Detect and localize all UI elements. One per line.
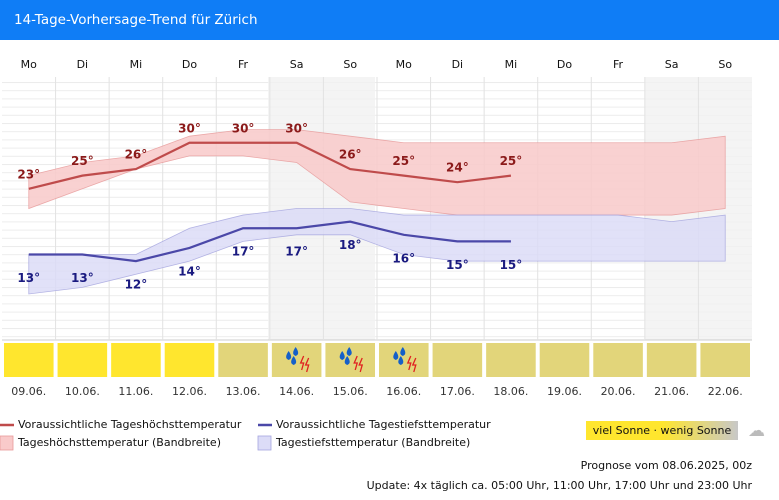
data-label: 14°: [178, 264, 201, 278]
date-label: 10.06.: [65, 385, 100, 398]
raindrop: [339, 351, 345, 360]
data-label: 25°: [392, 154, 415, 168]
raindrop: [393, 351, 399, 360]
date-label: 17.06.: [440, 385, 475, 398]
x-tick-label: So: [343, 58, 357, 71]
chart-title: 14-Tage-Vorhersage-Trend für Zürich: [14, 12, 258, 28]
weather-box: [111, 343, 161, 377]
date-label: 19.06.: [547, 385, 582, 398]
data-label: 18°: [339, 238, 362, 252]
weather-box: [218, 343, 268, 377]
weather-box: [271, 343, 322, 377]
date-label: 09.06.: [11, 385, 46, 398]
lightning: [406, 355, 417, 373]
weather-box: [486, 343, 536, 377]
sun-legend-text: viel Sonne · wenig Sonne: [593, 424, 732, 437]
x-tick-label: Mo: [396, 58, 412, 71]
update-note: Update: 4x täglich ca. 05:00 Uhr, 11:00 …: [367, 479, 753, 492]
data-label: 17°: [285, 245, 308, 259]
lightning: [299, 355, 310, 373]
weather-box: [325, 343, 375, 377]
date-label: 16.06.: [386, 385, 421, 398]
weather-box: [164, 343, 215, 377]
date-label: 15.06.: [333, 385, 368, 398]
data-label: 30°: [232, 121, 255, 135]
x-tick-label: Sa: [290, 58, 304, 71]
data-label: 13°: [71, 271, 94, 285]
data-label: 26°: [339, 148, 362, 162]
raindrop: [400, 347, 406, 356]
data-label: 15°: [500, 258, 523, 272]
data-label: 24°: [446, 161, 469, 175]
rain-icon: [393, 347, 417, 373]
date-label: 12.06.: [172, 385, 207, 398]
x-tick-label: Fr: [613, 58, 624, 71]
raindrop: [398, 356, 404, 365]
raindrop: [344, 356, 350, 365]
weather-box: [593, 343, 643, 377]
legend-label: Voraussichtliche Tagestiefsttemperatur: [276, 418, 491, 431]
raindrop: [293, 347, 299, 356]
data-label: 15°: [446, 258, 469, 272]
series-line: [28, 220, 511, 263]
date-label: 14.06.: [279, 385, 314, 398]
date-label: 13.06.: [226, 385, 261, 398]
date-label: 22.06.: [708, 385, 743, 398]
weather-box: [539, 343, 590, 377]
band-area: [28, 208, 726, 295]
data-label: 30°: [285, 121, 308, 135]
x-tick-label: Di: [77, 58, 89, 71]
data-label: 25°: [71, 154, 94, 168]
rain-icon: [286, 347, 310, 373]
data-label: 25°: [500, 154, 523, 168]
weather-box: [646, 343, 697, 377]
x-tick-label: Do: [182, 58, 197, 71]
weather-box: [432, 343, 483, 377]
x-tick-label: Do: [557, 58, 572, 71]
data-label: 23°: [17, 167, 40, 181]
series-line: [28, 141, 512, 190]
x-tick-label: Mi: [130, 58, 143, 71]
data-label: 12°: [125, 278, 148, 292]
sun-legend-bar: [586, 421, 738, 440]
x-tick-label: Mo: [21, 58, 37, 71]
weather-box: [57, 343, 108, 377]
forecast-note: Prognose vom 08.06.2025, 00z: [581, 459, 753, 472]
data-label: 30°: [178, 121, 201, 135]
weather-box: [700, 343, 750, 377]
x-tick-label: So: [718, 58, 732, 71]
date-label: 11.06.: [118, 385, 153, 398]
data-label: 17°: [232, 245, 255, 259]
data-label: 16°: [392, 251, 415, 265]
rain-icon: [339, 347, 364, 373]
legend-label: Tagestiefsttemperatur (Bandbreite): [275, 436, 470, 449]
date-label: 20.06.: [601, 385, 636, 398]
data-label: 13°: [17, 271, 40, 285]
legend-label: Tageshöchsttemperatur (Bandbreite): [17, 436, 221, 449]
x-tick-label: Fr: [238, 58, 249, 71]
cloud-icon: ☁: [748, 421, 765, 441]
raindrop: [286, 351, 292, 360]
x-tick-label: Sa: [665, 58, 679, 71]
raindrop: [291, 356, 297, 365]
date-label: 21.06.: [654, 385, 689, 398]
x-tick-label: Mi: [505, 58, 518, 71]
legend-swatch: [0, 435, 14, 451]
date-label: 18.06.: [493, 385, 528, 398]
weather-box: [4, 343, 54, 377]
raindrop: [346, 347, 352, 356]
header-bar: [0, 0, 779, 40]
x-tick-label: Di: [452, 58, 464, 71]
legend-swatch: [257, 435, 272, 451]
lightning: [353, 355, 364, 373]
legend-label: Voraussichtliche Tageshöchsttemperatur: [18, 418, 242, 431]
weather-box: [379, 343, 429, 377]
data-label: 26°: [125, 148, 148, 162]
